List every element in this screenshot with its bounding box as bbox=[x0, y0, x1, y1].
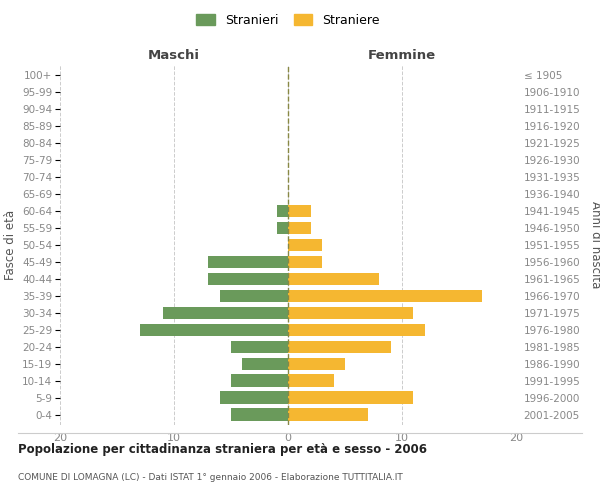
Text: Maschi: Maschi bbox=[148, 48, 200, 62]
Text: COMUNE DI LOMAGNA (LC) - Dati ISTAT 1° gennaio 2006 - Elaborazione TUTTITALIA.IT: COMUNE DI LOMAGNA (LC) - Dati ISTAT 1° g… bbox=[18, 473, 403, 482]
Bar bbox=[231, 408, 288, 421]
Bar bbox=[288, 238, 322, 252]
Bar bbox=[288, 204, 311, 218]
Bar bbox=[277, 222, 288, 234]
Bar bbox=[288, 256, 322, 268]
Bar bbox=[288, 358, 345, 370]
Bar bbox=[208, 256, 288, 268]
Bar bbox=[231, 374, 288, 387]
Bar bbox=[288, 374, 334, 387]
Bar bbox=[140, 324, 288, 336]
Bar bbox=[208, 272, 288, 285]
Bar bbox=[288, 222, 311, 234]
Bar bbox=[163, 306, 288, 320]
Bar bbox=[288, 290, 482, 302]
Y-axis label: Fasce di età: Fasce di età bbox=[4, 210, 17, 280]
Bar bbox=[288, 272, 379, 285]
Legend: Stranieri, Straniere: Stranieri, Straniere bbox=[191, 8, 385, 32]
Bar bbox=[220, 392, 288, 404]
Bar bbox=[288, 306, 413, 320]
Bar bbox=[288, 392, 413, 404]
Bar bbox=[288, 340, 391, 353]
Y-axis label: Anni di nascita: Anni di nascita bbox=[589, 202, 600, 288]
Bar bbox=[220, 290, 288, 302]
Bar bbox=[288, 324, 425, 336]
Bar bbox=[231, 340, 288, 353]
Bar bbox=[277, 204, 288, 218]
Text: Femmine: Femmine bbox=[368, 48, 436, 62]
Bar bbox=[242, 358, 288, 370]
Text: Popolazione per cittadinanza straniera per età e sesso - 2006: Popolazione per cittadinanza straniera p… bbox=[18, 442, 427, 456]
Bar bbox=[288, 408, 368, 421]
